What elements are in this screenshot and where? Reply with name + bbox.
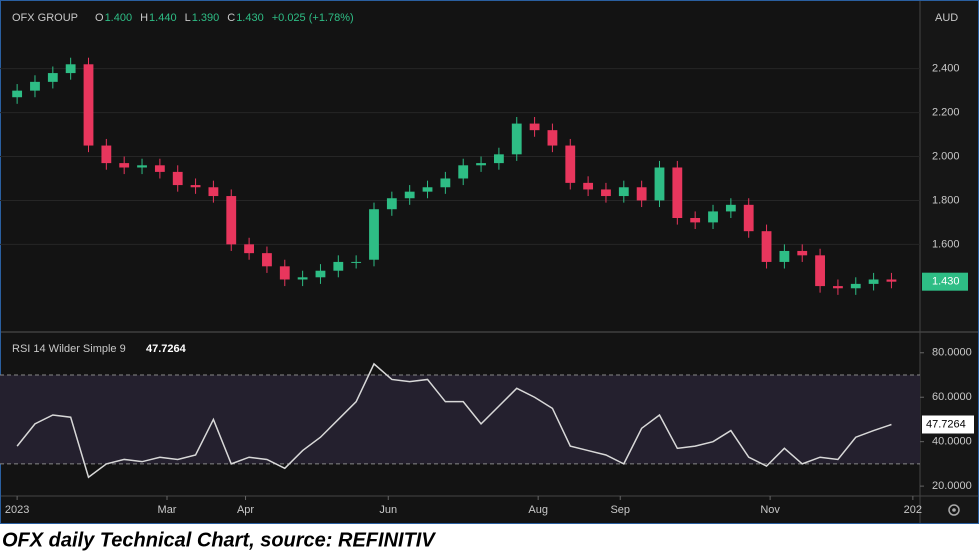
x-tick-label: Sep [610,504,630,516]
candle-body [743,204,754,232]
legend-value: 1.440 [149,12,177,24]
x-tick-label: 2023 [5,504,29,516]
legend-value: +0.025 (+1.78%) [272,12,354,24]
candle-body [190,185,201,188]
candle-body [850,283,861,289]
candle-body [476,163,486,166]
candle-body [690,218,701,223]
caption: OFX daily Technical Chart, source: REFIN… [2,529,436,551]
candle-body [226,196,237,245]
candle-body [779,250,790,262]
rsi-band [0,375,920,464]
candle-body [315,270,326,278]
last-price-label: 1.430 [932,276,960,288]
candle-body [154,165,165,172]
y-tick-label: 1.800 [932,194,960,206]
rsi-line [16,362,892,479]
y-tick-label: 20.0000 [932,480,972,492]
candle-body [12,90,23,98]
candle-body [547,130,558,146]
candle-body [369,209,379,260]
candle-body [601,189,611,197]
candle-body [636,187,647,201]
rsi-value-label: 47.7264 [926,418,966,430]
candle-body [815,255,825,287]
x-tick-label: Apr [237,504,254,516]
candle-body [654,167,665,201]
candle-body [172,171,183,186]
legend-key: C [227,12,235,24]
y-tick-label: 2.000 [932,150,960,162]
legend-key: H [140,12,148,24]
y-tick-label: 2.400 [932,63,960,75]
candle-body [761,231,772,262]
candle-body [672,167,683,219]
y-tick-label: 2.200 [932,107,960,119]
x-tick-label: Jun [379,504,397,516]
candle-body [833,286,843,289]
candle-body [458,165,469,179]
legend-key: O [95,12,104,24]
candle-body [583,182,594,190]
candle-body [440,178,451,188]
candle-body [47,73,58,82]
candle-body [493,154,504,164]
gear-hub[interactable] [952,508,956,512]
currency: AUD [935,12,958,24]
indicator-value: 47.7264 [146,343,187,355]
last-price-box [922,272,968,291]
x-tick-label: Aug [528,504,548,516]
candle-body [208,187,219,197]
legend-value: 1.400 [105,12,133,24]
candle-body [297,277,308,280]
x-tick-label: 202 [904,504,922,516]
candle-body [101,145,112,164]
y-tick-label: 40.0000 [932,436,972,448]
candle-body [868,279,879,284]
candle-body [422,187,433,192]
gear[interactable] [948,504,960,516]
y-tick-label: 60.0000 [932,391,972,403]
candle-body [65,64,76,74]
candle-body [244,244,254,254]
candle-body [618,187,629,197]
y-tick-label: 1.600 [932,238,960,250]
legend-value: 1.430 [236,12,264,24]
candle-body [725,204,736,212]
candle-body [137,165,147,168]
candle-body [83,64,94,146]
x-tick-label: Mar [158,504,177,516]
candle-body [333,261,344,271]
candle-body [404,191,415,199]
indicator-title: RSI 14 Wilder Simple 9 [12,343,126,355]
candle-body [797,250,808,256]
candle-body [351,261,362,263]
legend-value: 1.390 [192,12,220,24]
instrument-title: OFX GROUP [12,12,78,24]
settings-icon[interactable] [948,504,960,516]
candle-body [529,123,540,131]
candle-body [565,145,576,183]
candle-body [262,253,272,267]
candle-body [279,266,290,280]
axis-background [920,0,979,524]
candle-body [886,279,897,282]
candle-body [386,198,397,210]
x-tick-label: Nov [760,504,780,516]
y-tick-label: 80.0000 [932,347,972,359]
legend-key: L [185,12,191,24]
candle-body [119,163,130,168]
candle-body [708,211,718,223]
candle-body [511,123,522,155]
candle-body [30,81,40,91]
rsi-value-box [922,415,974,434]
